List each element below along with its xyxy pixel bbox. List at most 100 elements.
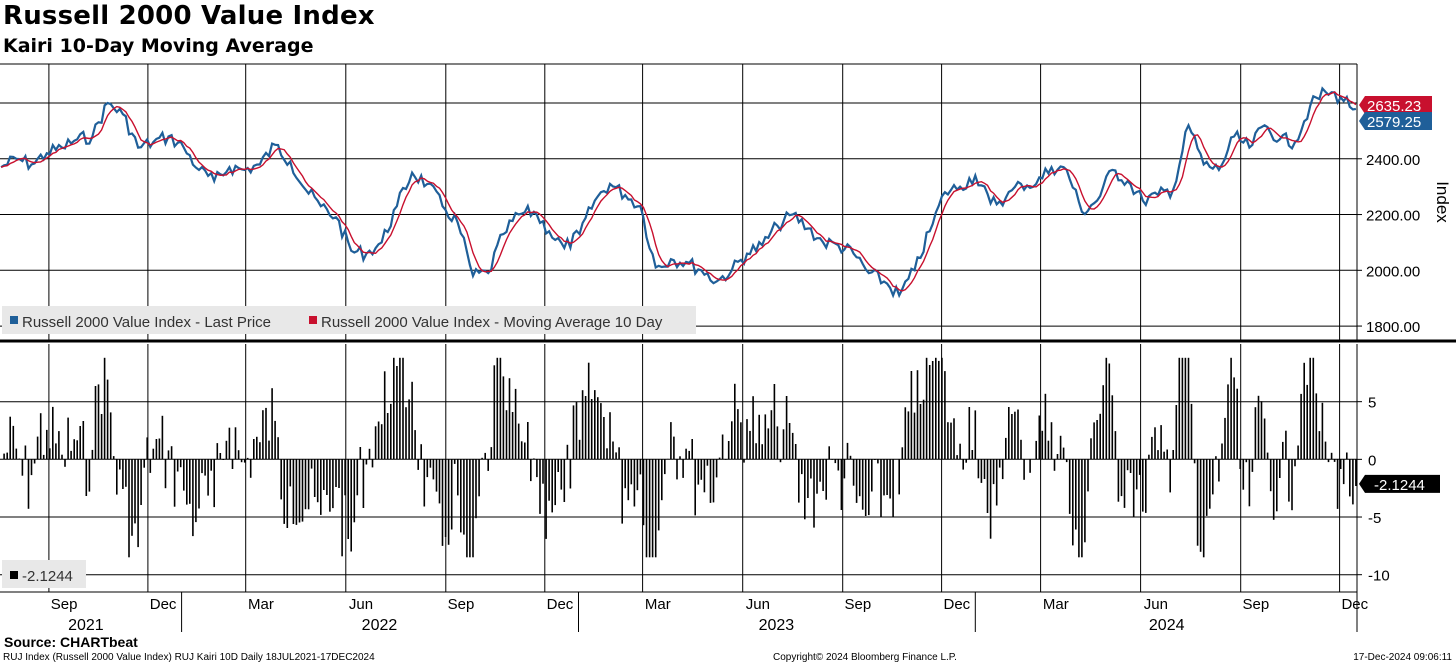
kairi-bar [46,429,48,460]
kairi-bar [1132,459,1135,518]
kairi-bar [1059,435,1062,460]
kairi-bar [877,459,879,464]
kairi-bar [511,412,514,460]
kairi-bar [1160,425,1162,460]
kairi-bar [67,417,69,460]
kairi-bar [335,459,337,487]
kairi-bar [944,371,946,460]
kairi-bar [64,459,66,467]
kairi-bar [980,459,983,483]
kairi-bar [630,459,633,485]
kairi-bar [374,426,377,460]
kairi-bar [743,459,745,463]
kairi-bar [332,459,334,509]
ma-last-value-tag-text: 2635.23 [1367,98,1421,115]
kairi-bar [472,459,474,558]
kairi-bar [176,459,179,472]
kairi-bar [481,457,483,460]
y-tick-label: -5 [1368,510,1381,527]
kairi-bar [1312,357,1315,460]
kairi-bar [350,459,352,552]
kairi-bar [703,459,706,493]
kairi-bar [922,399,925,460]
kairi-bar [329,459,331,512]
kairi-bar [213,459,215,508]
kairi-bar [18,458,21,460]
kairi-bar [246,457,249,460]
kairi-bar [173,459,176,507]
kairi-bar [170,446,173,460]
kairi-bar [822,459,824,491]
kairi-bar [664,459,666,475]
kairi-bar [1114,431,1117,460]
kairi-bar [901,447,904,460]
kairi-bar [466,459,468,558]
kairi-bar [1224,417,1226,460]
kairi-bar [399,357,401,460]
y-tick-label: 1800.00 [1366,319,1420,336]
kairi-bar [1187,357,1190,460]
kairi-bar [49,448,51,460]
kairi-bar [898,459,900,495]
kairi-bar [587,362,590,460]
x-tick-label-month: Jun [746,596,770,613]
kairi-bar [1309,357,1311,460]
kairi-bar [1041,430,1044,460]
kairi-bar [977,459,980,479]
kairi-bar [183,459,185,491]
kairi-bar [560,459,563,490]
kairi-bar [30,459,33,476]
kairi-bar [1324,441,1327,460]
kairi-bar [380,424,383,460]
kairi-bar [931,361,934,460]
kairi-bar [390,403,392,460]
kairi-bar [746,419,748,460]
kairi-bar [438,459,441,504]
kairi-bar [639,459,642,475]
kairi-bar [1181,357,1184,460]
kairi-bar [1078,459,1080,558]
kairi-bar [883,459,885,496]
kairi-bar [794,444,797,460]
kairi-bar [594,390,596,460]
kairi-bar [1339,459,1342,469]
kairi-bar [916,370,919,460]
kairi-bar [1263,418,1266,460]
kairi-bar [913,412,916,460]
kairi-bar [210,459,212,471]
ma-last-value-tag-box [1359,96,1432,114]
kairi-bar [310,459,313,469]
kairi-bar [353,459,356,523]
kairi-bar [612,441,614,460]
kairi-bar [396,366,398,460]
kairi-bar [237,450,240,460]
kairi-bar [1093,422,1095,460]
kairi-bar [563,459,566,502]
kairi-bar [1349,459,1351,497]
kairi-bar [755,443,757,460]
kairi-last-value-text: -2.1244 [1374,477,1425,494]
kairi-bar [1023,459,1025,480]
kairi-bar [1330,452,1333,460]
kairi-bar [654,459,657,558]
kairi-bar [1050,422,1053,460]
kairi-bar [116,459,118,495]
kairi-bar [578,439,581,460]
kairi-bar [831,459,833,460]
kairi-bar [21,459,24,476]
kairi-bar [935,357,937,460]
kairi-bar [304,459,307,510]
kairi-bar [673,436,675,460]
kairi-bar [1184,357,1187,460]
kairi-bar [164,459,167,489]
kairi-bar [609,412,611,460]
kairi-bar [222,459,225,460]
kairi-bar [758,414,760,460]
kairi-bar [280,459,282,500]
kairi-bar [259,442,261,460]
kairi-bar [91,449,94,460]
kairi-bar [271,388,273,460]
kairi-bar [76,440,78,460]
kairi-bar [962,459,964,470]
kairi-bar [1251,459,1254,472]
